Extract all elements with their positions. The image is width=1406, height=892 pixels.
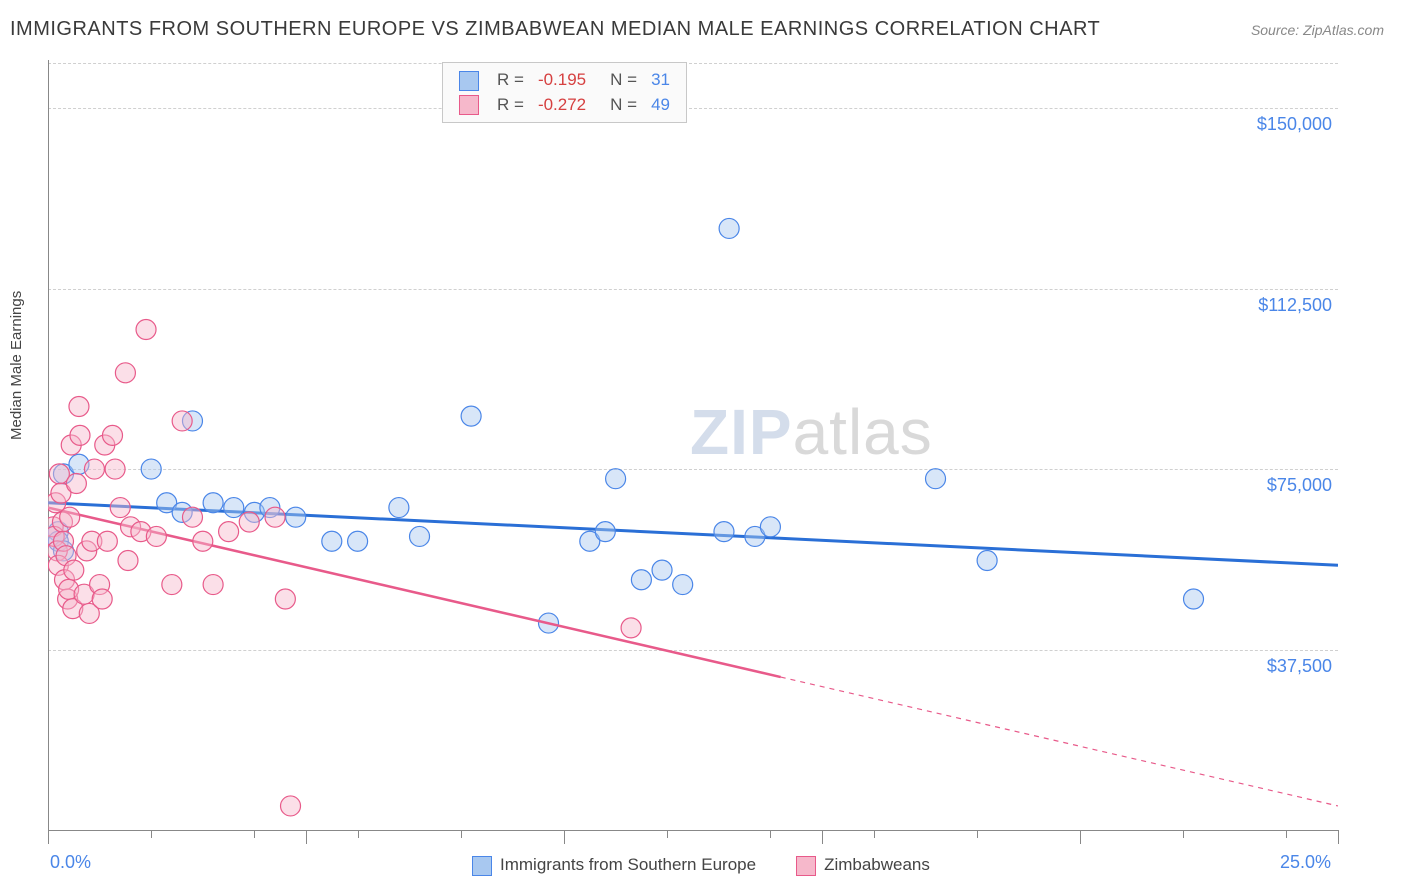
- x-tick-major: [1080, 830, 1081, 844]
- data-point: [239, 512, 259, 532]
- y-tick-label: $37,500: [1212, 656, 1332, 677]
- data-point: [322, 531, 342, 551]
- data-point: [652, 560, 672, 580]
- data-point: [110, 498, 130, 518]
- x-tick-minor: [667, 830, 668, 838]
- data-point: [286, 507, 306, 527]
- legend-swatch: [472, 856, 492, 876]
- x-tick-minor: [151, 830, 152, 838]
- data-point: [97, 531, 117, 551]
- legend-n-label: N =: [594, 94, 643, 117]
- data-point: [265, 507, 285, 527]
- data-point: [66, 474, 86, 494]
- x-tick-minor: [874, 830, 875, 838]
- correlation-legend: R =-0.195N =31R =-0.272N =49: [442, 62, 687, 123]
- data-point: [105, 459, 125, 479]
- x-tick-label-left: 0.0%: [50, 852, 91, 873]
- legend-row: R =-0.272N =49: [453, 94, 676, 117]
- x-tick-minor: [1183, 830, 1184, 838]
- legend-n-value: 49: [645, 94, 676, 117]
- data-point: [182, 507, 202, 527]
- data-point: [92, 589, 112, 609]
- data-point: [621, 618, 641, 638]
- watermark-thin: atlas: [793, 396, 933, 468]
- data-point: [115, 363, 135, 383]
- data-point: [64, 560, 84, 580]
- chart-title: IMMIGRANTS FROM SOUTHERN EUROPE VS ZIMBA…: [10, 18, 1100, 41]
- data-point: [760, 517, 780, 537]
- data-point: [162, 575, 182, 595]
- data-point: [203, 493, 223, 513]
- x-tick-minor: [254, 830, 255, 838]
- x-axis: [48, 830, 1338, 831]
- x-tick-minor: [977, 830, 978, 838]
- data-point: [631, 570, 651, 590]
- x-tick-minor: [770, 830, 771, 838]
- data-point: [410, 526, 430, 546]
- data-point: [146, 526, 166, 546]
- x-tick-major: [306, 830, 307, 844]
- x-tick-minor: [1286, 830, 1287, 838]
- data-point: [595, 522, 615, 542]
- data-point: [461, 406, 481, 426]
- x-tick-minor: [358, 830, 359, 838]
- legend-r-label: R =: [491, 69, 530, 92]
- legend-swatch: [796, 856, 816, 876]
- data-point: [219, 522, 239, 542]
- data-point: [203, 575, 223, 595]
- data-point: [926, 469, 946, 489]
- data-point: [136, 320, 156, 340]
- data-point: [70, 425, 90, 445]
- data-point: [84, 459, 104, 479]
- x-tick-major: [48, 830, 49, 844]
- data-point: [193, 531, 213, 551]
- legend-n-label: N =: [594, 69, 643, 92]
- legend-label: Zimbabweans: [824, 855, 930, 874]
- legend-swatch: [459, 71, 479, 91]
- watermark: ZIPatlas: [690, 395, 933, 469]
- y-tick-label: $112,500: [1212, 295, 1332, 316]
- series-legend: Immigrants from Southern Europe Zimbabwea…: [472, 855, 970, 876]
- data-point: [348, 531, 368, 551]
- legend-n-value: 31: [645, 69, 676, 92]
- watermark-bold: ZIP: [690, 396, 793, 468]
- x-tick-minor: [461, 830, 462, 838]
- data-point: [275, 589, 295, 609]
- data-point: [719, 218, 739, 238]
- data-point: [103, 425, 123, 445]
- data-point: [389, 498, 409, 518]
- data-point: [60, 507, 80, 527]
- data-point: [714, 522, 734, 542]
- data-point: [224, 498, 244, 518]
- x-tick-major: [564, 830, 565, 844]
- legend-row: R =-0.195N =31: [453, 69, 676, 92]
- data-point: [118, 551, 138, 571]
- data-point: [69, 397, 89, 417]
- y-axis-label: Median Male Earnings: [8, 291, 25, 440]
- y-tick-label: $150,000: [1212, 114, 1332, 135]
- y-tick-label: $75,000: [1212, 475, 1332, 496]
- data-point: [673, 575, 693, 595]
- x-tick-label-right: 25.0%: [1280, 852, 1331, 873]
- x-tick-major: [1338, 830, 1339, 844]
- trend-line-dashed: [781, 677, 1338, 806]
- legend-swatch: [459, 95, 479, 115]
- source-attribution: Source: ZipAtlas.com: [1251, 22, 1384, 38]
- x-tick-major: [822, 830, 823, 844]
- data-point: [606, 469, 626, 489]
- legend-r-value: -0.272: [532, 94, 592, 117]
- data-point: [1184, 589, 1204, 609]
- data-point: [172, 411, 192, 431]
- legend-r-label: R =: [491, 94, 530, 117]
- legend-r-value: -0.195: [532, 69, 592, 92]
- data-point: [977, 551, 997, 571]
- data-point: [141, 459, 161, 479]
- data-point: [281, 796, 301, 816]
- legend-label: Immigrants from Southern Europe: [500, 855, 756, 874]
